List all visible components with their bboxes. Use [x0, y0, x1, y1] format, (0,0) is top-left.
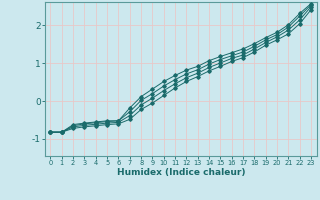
X-axis label: Humidex (Indice chaleur): Humidex (Indice chaleur) [116, 168, 245, 177]
